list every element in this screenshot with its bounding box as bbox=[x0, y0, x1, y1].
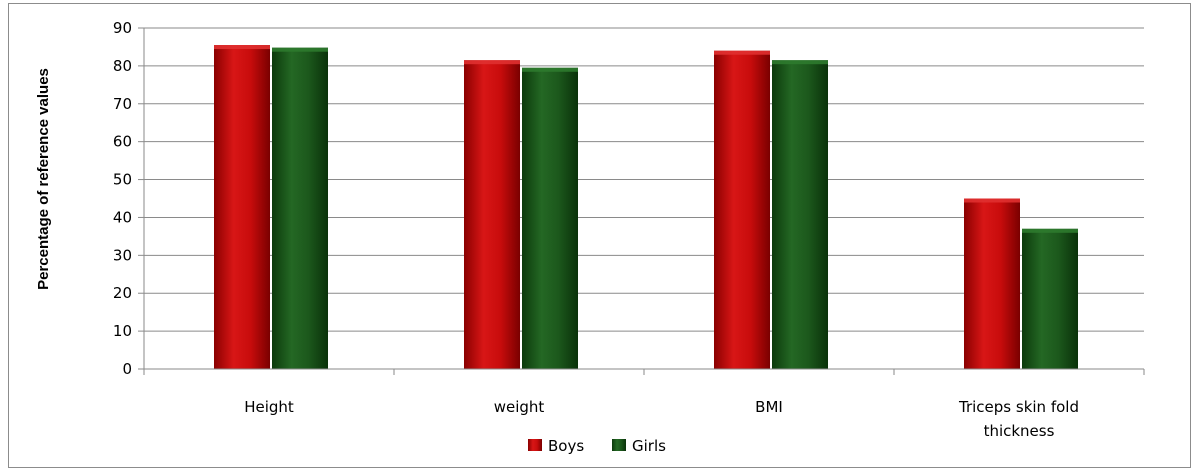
y-axis-label: Percentage of reference values bbox=[35, 68, 52, 290]
y-tick-label: 10 bbox=[113, 322, 132, 340]
category-label: BMI bbox=[755, 398, 783, 416]
bar-boys bbox=[964, 198, 1020, 369]
y-tick-label: 70 bbox=[113, 95, 132, 113]
bar-top-highlight bbox=[714, 50, 770, 55]
category-label: weight bbox=[494, 398, 545, 416]
axes bbox=[138, 27, 1145, 375]
bar-boys bbox=[214, 45, 270, 370]
category-label: thickness bbox=[984, 422, 1055, 440]
legend-label-boys: Boys bbox=[548, 437, 584, 455]
legend-label-girls: Girls bbox=[632, 437, 666, 455]
y-tick-label: 0 bbox=[122, 360, 132, 378]
bars bbox=[214, 45, 1078, 370]
bar-girls bbox=[772, 60, 828, 369]
bar-top-highlight bbox=[464, 60, 520, 65]
y-tick-label: 20 bbox=[113, 284, 132, 302]
bar-boys bbox=[714, 50, 770, 369]
bar-top-highlight bbox=[1022, 228, 1078, 233]
chart-frame: 0 10 20 30 40 50 60 70 80 90 Height weight BMI Tricep… bbox=[8, 3, 1191, 468]
y-tick-label: 80 bbox=[113, 57, 132, 75]
bar-boys bbox=[464, 60, 520, 369]
category-label: Triceps skin fold bbox=[958, 398, 1079, 416]
bar-girls bbox=[1022, 228, 1078, 369]
y-tick-label: 40 bbox=[113, 208, 132, 226]
category-label: Height bbox=[244, 398, 294, 416]
legend-swatch-boys bbox=[528, 439, 542, 451]
y-tick-label: 50 bbox=[113, 171, 132, 189]
y-tick-label: 90 bbox=[113, 19, 132, 37]
bar-girls bbox=[522, 67, 578, 370]
bar-top-highlight bbox=[772, 60, 828, 65]
y-tick-label: 30 bbox=[113, 246, 132, 264]
bar-top-highlight bbox=[522, 67, 578, 72]
bar-chart: 0 10 20 30 40 50 60 70 80 90 Height weight BMI Tricep… bbox=[35, 19, 1145, 455]
legend-swatch-girls bbox=[612, 439, 626, 451]
bar-top-highlight bbox=[214, 45, 270, 50]
bar-top-highlight bbox=[272, 47, 328, 52]
labels: 0 10 20 30 40 50 60 70 80 90 Height weight BMI Tricep… bbox=[113, 19, 1079, 440]
bar-girls bbox=[272, 47, 328, 370]
legend: Boys Girls bbox=[528, 437, 666, 455]
bar-top-highlight bbox=[964, 198, 1020, 203]
y-tick-label: 60 bbox=[113, 133, 132, 151]
